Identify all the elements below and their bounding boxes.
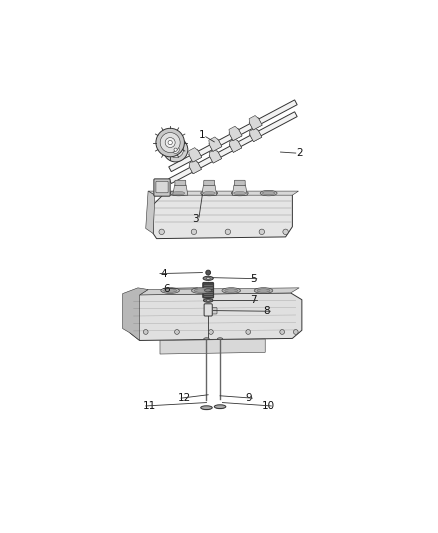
Ellipse shape	[202, 408, 211, 410]
Circle shape	[208, 329, 213, 334]
Polygon shape	[209, 151, 222, 163]
Ellipse shape	[260, 190, 277, 196]
FancyBboxPatch shape	[156, 181, 168, 193]
Ellipse shape	[201, 406, 212, 409]
Text: 9: 9	[246, 393, 252, 403]
Ellipse shape	[262, 191, 275, 195]
Polygon shape	[189, 161, 201, 174]
Ellipse shape	[201, 190, 218, 196]
Ellipse shape	[233, 191, 246, 195]
Ellipse shape	[206, 277, 210, 279]
Polygon shape	[249, 130, 262, 142]
Circle shape	[156, 128, 184, 157]
Polygon shape	[209, 137, 222, 151]
Ellipse shape	[194, 289, 207, 292]
Text: 8: 8	[264, 306, 270, 316]
Text: 6: 6	[163, 284, 170, 294]
Circle shape	[293, 329, 298, 334]
Polygon shape	[232, 185, 247, 195]
Polygon shape	[130, 293, 302, 341]
Ellipse shape	[215, 407, 224, 409]
Polygon shape	[189, 150, 202, 162]
FancyBboxPatch shape	[210, 308, 217, 314]
Ellipse shape	[204, 338, 209, 340]
Circle shape	[259, 229, 265, 235]
Ellipse shape	[231, 190, 248, 196]
Polygon shape	[169, 100, 297, 172]
Circle shape	[191, 229, 197, 235]
Ellipse shape	[173, 191, 185, 195]
Circle shape	[246, 329, 251, 334]
Polygon shape	[189, 160, 201, 174]
Text: 10: 10	[261, 401, 275, 411]
FancyBboxPatch shape	[234, 180, 245, 185]
Ellipse shape	[191, 288, 210, 294]
Ellipse shape	[257, 289, 270, 292]
Circle shape	[159, 229, 164, 235]
Circle shape	[143, 329, 148, 334]
Polygon shape	[229, 126, 242, 141]
Polygon shape	[229, 128, 242, 141]
Circle shape	[206, 270, 211, 275]
Text: 3: 3	[192, 214, 199, 224]
Text: 1: 1	[199, 130, 206, 140]
Polygon shape	[202, 185, 217, 195]
Ellipse shape	[225, 289, 238, 292]
Circle shape	[160, 133, 180, 152]
FancyBboxPatch shape	[154, 179, 170, 196]
Ellipse shape	[206, 300, 210, 301]
FancyBboxPatch shape	[203, 282, 214, 298]
Polygon shape	[146, 191, 155, 233]
Polygon shape	[153, 195, 293, 239]
Text: 4: 4	[160, 269, 167, 279]
Polygon shape	[249, 116, 262, 130]
Polygon shape	[230, 139, 242, 152]
Ellipse shape	[170, 190, 187, 196]
Circle shape	[225, 229, 230, 235]
Polygon shape	[209, 150, 222, 163]
Circle shape	[172, 146, 179, 154]
Ellipse shape	[161, 288, 180, 294]
Polygon shape	[140, 288, 299, 295]
Ellipse shape	[217, 338, 223, 340]
Polygon shape	[249, 117, 262, 130]
Ellipse shape	[164, 289, 177, 292]
Circle shape	[175, 329, 179, 334]
Text: 2: 2	[296, 148, 303, 158]
Ellipse shape	[254, 288, 273, 294]
Circle shape	[165, 138, 175, 148]
Polygon shape	[209, 139, 222, 151]
FancyBboxPatch shape	[204, 180, 215, 185]
Polygon shape	[148, 191, 298, 195]
Circle shape	[168, 142, 184, 158]
Text: 11: 11	[142, 401, 156, 411]
Circle shape	[168, 140, 172, 144]
Circle shape	[283, 229, 288, 235]
Polygon shape	[169, 112, 297, 183]
Polygon shape	[160, 339, 265, 354]
Polygon shape	[229, 140, 242, 152]
Circle shape	[174, 148, 177, 151]
FancyBboxPatch shape	[175, 180, 186, 185]
Ellipse shape	[214, 405, 226, 408]
Ellipse shape	[203, 191, 215, 195]
Circle shape	[163, 138, 188, 162]
Ellipse shape	[203, 276, 213, 280]
Circle shape	[280, 329, 285, 334]
Text: 5: 5	[250, 273, 257, 284]
Polygon shape	[250, 128, 262, 142]
Polygon shape	[173, 185, 188, 195]
Polygon shape	[189, 148, 202, 162]
Ellipse shape	[203, 298, 213, 302]
Text: 12: 12	[178, 393, 191, 403]
Ellipse shape	[205, 289, 212, 292]
Polygon shape	[123, 288, 148, 341]
FancyBboxPatch shape	[204, 304, 212, 316]
Text: 7: 7	[250, 295, 257, 305]
Ellipse shape	[222, 288, 240, 294]
